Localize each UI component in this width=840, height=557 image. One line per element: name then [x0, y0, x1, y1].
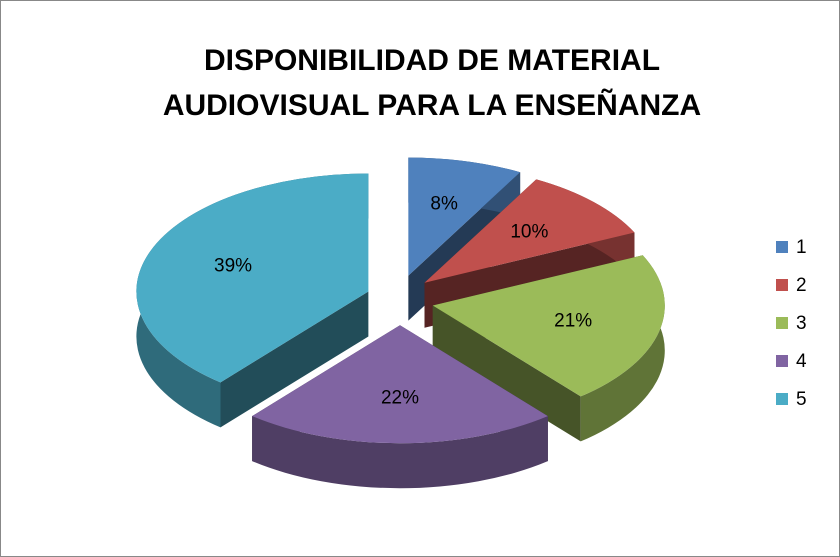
- slice-side: [252, 416, 548, 489]
- slice: [136, 173, 369, 428]
- slice: [432, 255, 665, 397]
- slice-side: [580, 255, 665, 442]
- legend-label: 2: [796, 275, 807, 296]
- slice: [252, 325, 548, 489]
- data-label: 21%: [554, 310, 592, 331]
- legend-label: 3: [796, 313, 807, 334]
- slice: [136, 173, 369, 383]
- data-label: 39%: [214, 256, 252, 277]
- slice: [252, 325, 548, 444]
- chart-title: DISPONIBILIDAD DE MATERIAL AUDIOVISUAL P…: [162, 44, 702, 122]
- slice: [424, 179, 635, 283]
- legend-swatch: [776, 279, 788, 291]
- slice: [408, 157, 521, 276]
- data-label: 22%: [381, 387, 419, 408]
- data-label: 10%: [510, 222, 548, 243]
- legend-swatch: [776, 241, 788, 253]
- legend-label: 5: [796, 389, 807, 410]
- data-label: 8%: [430, 194, 458, 215]
- legend-swatch: [776, 317, 788, 329]
- legend-swatch: [776, 393, 788, 405]
- legend-label: 4: [796, 351, 807, 372]
- legend-swatch: [776, 355, 788, 367]
- slice-side: [220, 291, 369, 428]
- slice: [432, 255, 665, 442]
- legend-label: 1: [796, 237, 807, 258]
- slice-side: [432, 305, 581, 442]
